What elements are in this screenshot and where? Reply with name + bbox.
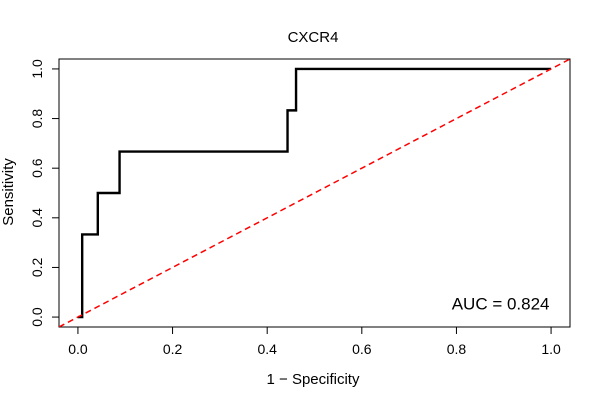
y-tick-label: 0.6 <box>29 158 45 178</box>
y-axis-title: Sensitivity <box>0 158 17 226</box>
x-tick-label: 0.2 <box>163 341 183 357</box>
y-tick-label: 0.8 <box>29 109 45 129</box>
x-tick-label: 0.6 <box>352 341 372 357</box>
y-tick-label: 0.2 <box>29 258 45 278</box>
y-tick-label: 1.0 <box>29 59 45 79</box>
roc-curve-line <box>77 67 552 319</box>
x-tick-label: 0.4 <box>257 341 277 357</box>
x-tick-label: 0.0 <box>68 341 88 357</box>
y-tick-label: 0.0 <box>29 307 45 327</box>
plot-area <box>58 58 571 328</box>
annotations: AUC = 0.824 <box>452 295 550 314</box>
x-axis: 0.0 0.2 0.4 0.6 0.8 1.0 <box>68 326 561 357</box>
y-tick-label: 0.4 <box>29 208 45 228</box>
x-axis-title: 1 − Specificity <box>267 371 360 388</box>
auc-annotation: AUC = 0.824 <box>452 295 550 314</box>
x-tick-label: 0.8 <box>447 341 467 357</box>
x-tick-label: 1.0 <box>541 341 561 357</box>
chart-title: CXCR4 <box>288 29 339 46</box>
y-axis: 0.0 0.2 0.4 0.6 0.8 1.0 <box>29 59 60 327</box>
reference-diagonal-line <box>59 59 570 327</box>
